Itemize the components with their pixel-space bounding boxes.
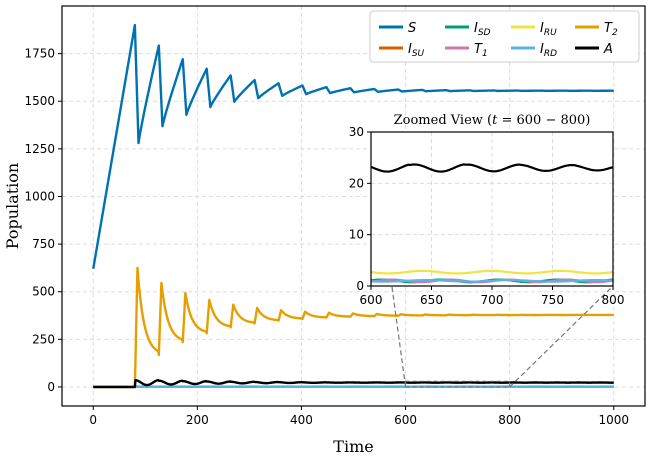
legend-box — [369, 10, 640, 63]
legend-label: T1 — [474, 42, 488, 59]
x-axis-title: Time — [333, 437, 373, 456]
inset-line-a — [371, 163, 613, 173]
inset-y-tick-label: 30 — [349, 125, 364, 139]
y-axis-title: Population — [3, 163, 22, 249]
main-series-lines — [92, 23, 615, 389]
legend: S ISD IRU T2 ISU T1 IRD A — [379, 21, 618, 59]
y-tick-label: 1500 — [24, 94, 55, 108]
inset-y-tick-label: 0 — [356, 279, 364, 293]
zoom-region — [405, 380, 511, 388]
y-tick-label: 500 — [32, 285, 55, 299]
main-axis-ticks: 0 200 400 600 800 100002505007501000125015001… — [24, 47, 629, 427]
x-tick-label: 800 — [498, 413, 521, 427]
inset-x-tick-label: 600 — [360, 293, 383, 307]
legend-item-t-1: T1 — [445, 42, 488, 59]
legend-label: IRD — [540, 42, 557, 59]
inset-x-tick-label: 650 — [420, 293, 443, 307]
x-tick-label: 400 — [290, 413, 313, 427]
x-tick-label: 600 — [394, 413, 417, 427]
series-line-a — [92, 378, 615, 389]
inset-axis-ticks: 600 650 700 750 800 0 10 20 30 — [349, 125, 625, 307]
legend-label: ISD — [474, 21, 491, 38]
x-tick-label: 0 — [89, 413, 97, 427]
legend-item-i-rd: IRD — [511, 42, 557, 59]
x-tick-label: 200 — [186, 413, 209, 427]
legend-item-i-sd: ISD — [445, 21, 491, 38]
inset-x-tick-label: 750 — [541, 293, 564, 307]
y-tick-label: 250 — [32, 332, 55, 346]
inset-y-tick-label: 10 — [349, 228, 364, 242]
legend-item-i-su: ISU — [379, 42, 425, 59]
y-tick-label: 1750 — [24, 47, 55, 61]
y-tick-label: 1250 — [24, 142, 55, 156]
legend-label: S — [408, 21, 416, 36]
y-tick-label: 750 — [32, 237, 55, 251]
legend-label: ISU — [408, 42, 425, 59]
legend-item-i-ru: IRU — [511, 21, 557, 38]
inset-x-tick-label: 800 — [602, 293, 625, 307]
inset-series-lines — [371, 163, 613, 284]
inset-line-i-ru — [371, 269, 613, 275]
legend-label: T2 — [604, 21, 618, 38]
inset-title: Zoomed View (t = 600 − 800) — [394, 113, 591, 128]
y-tick-label: 1000 — [24, 189, 55, 203]
series-line-s — [92, 23, 615, 270]
zoom-connector-right — [509, 285, 614, 388]
legend-item-s: S — [379, 21, 416, 36]
legend-label: IRU — [540, 21, 557, 38]
inset-y-tick-label: 20 — [349, 176, 364, 190]
series-line-t-2 — [92, 266, 615, 389]
inset-line-i-rd — [371, 279, 613, 283]
main-plot-frame — [61, 5, 646, 407]
legend-label: A — [603, 42, 613, 57]
legend-item-t-2: T2 — [575, 21, 618, 38]
y-tick-label: 0 — [47, 380, 55, 394]
inset-x-tick-label: 700 — [481, 293, 504, 307]
legend-item-a: A — [575, 42, 613, 57]
x-tick-label: 1000 — [598, 413, 629, 427]
